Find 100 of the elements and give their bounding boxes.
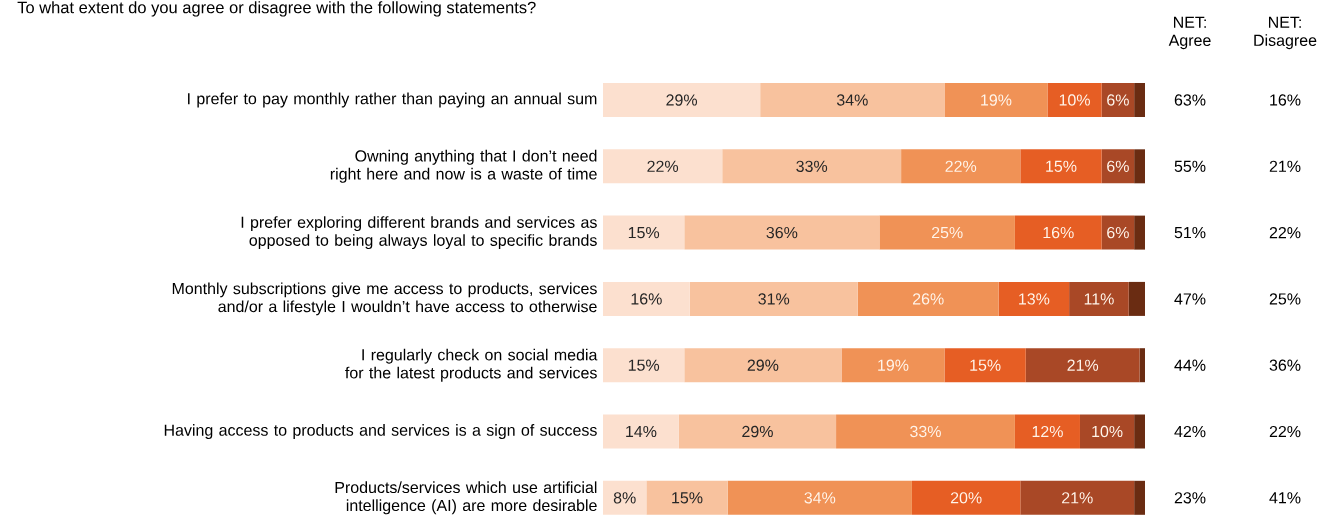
bar	[1134, 414, 1146, 449]
bar	[911, 480, 1021, 515]
data-label: 21%	[1067, 359, 1099, 371]
bar	[1020, 149, 1102, 184]
bar	[998, 281, 1070, 316]
bar	[1134, 480, 1146, 515]
text: 44%	[1174, 359, 1206, 371]
bar	[1134, 83, 1146, 118]
text: 63%	[1174, 94, 1206, 106]
bar	[603, 414, 679, 449]
data-label: 25%	[931, 226, 963, 239]
bar	[1014, 215, 1102, 250]
text: 36%	[1269, 359, 1301, 371]
bar	[603, 480, 647, 515]
text: 25%	[1269, 293, 1301, 305]
bar	[1128, 281, 1146, 316]
bar	[603, 215, 685, 250]
bar	[879, 215, 1015, 250]
text: 22%	[1269, 425, 1301, 438]
bar	[1020, 480, 1135, 515]
data-label: 15%	[672, 492, 703, 504]
bar	[1134, 215, 1146, 250]
text: NET: Disagree	[1254, 16, 1317, 50]
bar	[1025, 348, 1140, 383]
y-tick-label: Monthly subscriptions give me access to products, services and/or a lifestyle I wouldn’t have access to otherwise	[172, 282, 597, 316]
text: 41%	[1269, 492, 1301, 504]
bar	[836, 414, 1015, 449]
data-label: 33%	[910, 425, 941, 438]
bar	[722, 149, 902, 184]
bar	[603, 348, 685, 383]
text: 21%	[1269, 160, 1301, 172]
data-label: 31%	[758, 293, 790, 305]
text: 23%	[1174, 492, 1206, 504]
data-label: 14%	[626, 425, 657, 438]
data-label: 6%	[1107, 94, 1129, 106]
data-label: 10%	[1092, 425, 1123, 438]
bar	[944, 348, 1026, 383]
data-label: 16%	[1043, 226, 1074, 239]
bar	[1134, 149, 1146, 184]
data-label: 36%	[766, 226, 798, 239]
bar	[727, 480, 912, 515]
bar	[901, 149, 1021, 184]
y-tick-label: I prefer exploring different brands and services as opposed to being always loyal to specific brands	[241, 216, 597, 250]
data-label: 34%	[836, 94, 868, 106]
data-label: 26%	[913, 293, 944, 305]
data-label: 8%	[613, 492, 636, 504]
bar	[1101, 149, 1135, 184]
text: To what extent do you agree or disagree with the following statements?	[17, 1, 536, 17]
bar	[1079, 414, 1135, 449]
y-tick-label: I prefer to pay monthly rather than paying an annual sum	[188, 92, 597, 108]
bar	[684, 348, 842, 383]
data-label: 15%	[628, 226, 660, 239]
bar	[603, 83, 761, 118]
data-label: 29%	[666, 94, 698, 106]
text: 42%	[1174, 425, 1206, 438]
text: 16%	[1270, 94, 1301, 106]
y-tick-label: Owning anything that I don’t need right here and now is a waste of time	[330, 149, 597, 183]
bar	[646, 480, 728, 515]
bar	[603, 149, 723, 184]
data-label: 12%	[1032, 425, 1063, 438]
text: 22%	[1269, 226, 1301, 239]
data-label: 22%	[945, 160, 977, 172]
data-label: 13%	[1019, 293, 1050, 305]
text: 51%	[1174, 226, 1206, 239]
bar	[678, 414, 837, 449]
data-label: 10%	[1059, 94, 1090, 106]
data-label: 19%	[981, 94, 1012, 106]
text: 55%	[1174, 160, 1206, 172]
bar	[1101, 215, 1135, 250]
bar	[857, 281, 999, 316]
text: NET: Agree	[1168, 16, 1211, 50]
data-label: 20%	[950, 492, 982, 504]
data-label: 33%	[796, 160, 828, 172]
text: 47%	[1174, 293, 1206, 305]
data-label: 15%	[970, 359, 1001, 371]
data-label: 29%	[742, 425, 773, 438]
data-label: 6%	[1107, 226, 1129, 239]
bar	[1047, 83, 1102, 118]
y-tick-label: Having access to products and services is a sign of success	[164, 424, 597, 439]
bar	[689, 281, 858, 316]
bar	[603, 281, 690, 316]
bar	[1101, 83, 1135, 118]
data-label: 15%	[628, 359, 660, 371]
bar	[1139, 348, 1146, 383]
data-label: 29%	[747, 359, 779, 371]
data-label: 15%	[1046, 160, 1077, 172]
data-label: 22%	[647, 160, 679, 172]
bar	[841, 348, 945, 383]
data-label: 6%	[1107, 160, 1129, 172]
y-tick-label: I regularly check on social media for the latest products and services	[345, 348, 598, 382]
data-label: 34%	[804, 492, 836, 504]
data-label: 21%	[1062, 492, 1093, 504]
bar	[944, 83, 1048, 118]
bar	[760, 83, 945, 118]
y-tick-label: Products/services which use artificial intelligence (AI) are more desirable	[335, 481, 597, 515]
data-label: 11%	[1084, 293, 1114, 305]
bar	[1014, 414, 1080, 449]
data-label: 16%	[631, 293, 662, 305]
bar	[684, 215, 880, 250]
bar	[1069, 281, 1129, 316]
